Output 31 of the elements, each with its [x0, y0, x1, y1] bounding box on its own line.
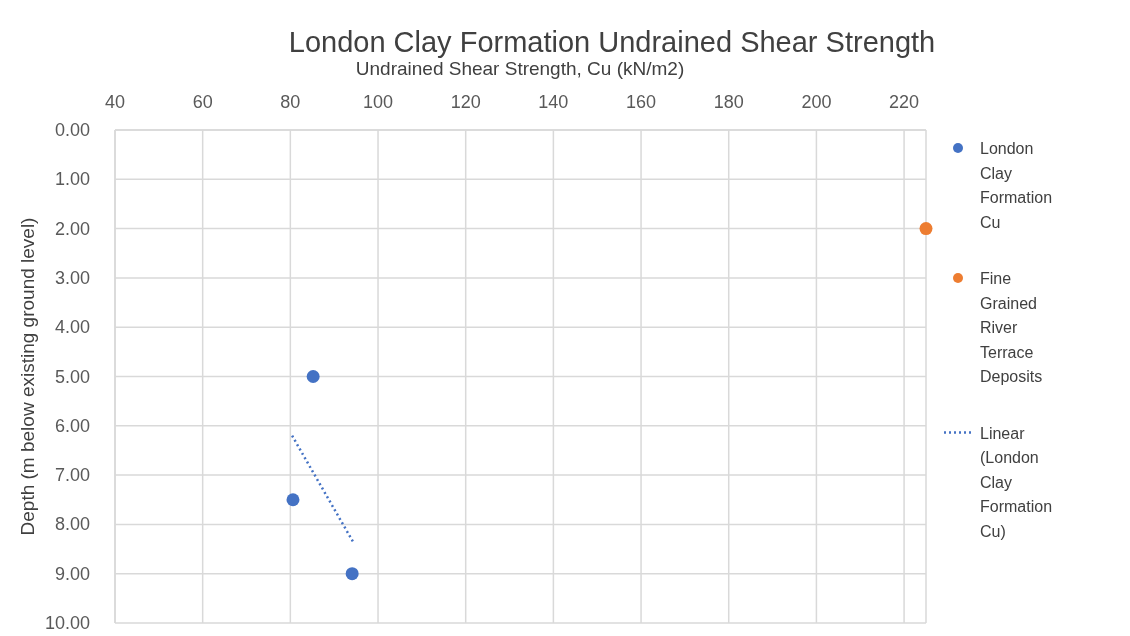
x-tick-label: 120 — [450, 92, 481, 112]
x-tick-label: 160 — [626, 92, 657, 112]
y-tick-label: 5.00 — [54, 366, 90, 387]
x-tick-label: 100 — [363, 92, 394, 112]
y-tick-label: 9.00 — [54, 563, 90, 584]
y-tick-label: 8.00 — [54, 514, 90, 535]
y-tick-label: 3.00 — [54, 267, 90, 288]
point — [345, 567, 359, 581]
x-tick-label: 140 — [538, 92, 569, 112]
y-tick-label: 10.00 — [44, 613, 90, 633]
x-axis-title: Undrained Shear Strength, Cu (kN/m2) — [355, 58, 685, 79]
y-tick-label: 6.00 — [54, 415, 90, 436]
x-tick-label: 180 — [713, 92, 744, 112]
x-tick-label: 220 — [889, 92, 920, 112]
y-axis-title: Depth (m below existing ground level) — [17, 217, 38, 536]
legend-label: Linear (London Clay Formation Cu) — [980, 424, 1053, 540]
point — [306, 370, 320, 383]
x-tick-label: 60 — [192, 92, 213, 112]
point — [286, 493, 300, 507]
y-tick-label: 4.00 — [54, 317, 90, 338]
x-tick-label: 200 — [801, 92, 832, 112]
y-tick-label: 1.00 — [54, 169, 90, 190]
y-tick-label: 2.00 — [54, 218, 90, 239]
x-tick-label: 40 — [104, 92, 126, 112]
chart-title: London Clay Formation Undrained Shear Strength — [288, 26, 936, 58]
x-tick-label: 80 — [280, 92, 301, 112]
legend-label: London Clay Formation Cu — [980, 140, 1053, 231]
y-tick-label: 0.00 — [54, 120, 90, 140]
point — [919, 222, 933, 236]
legend-label: Fine Grained River Terrace Deposits — [980, 270, 1043, 385]
y-tick-label: 7.00 — [54, 465, 90, 486]
